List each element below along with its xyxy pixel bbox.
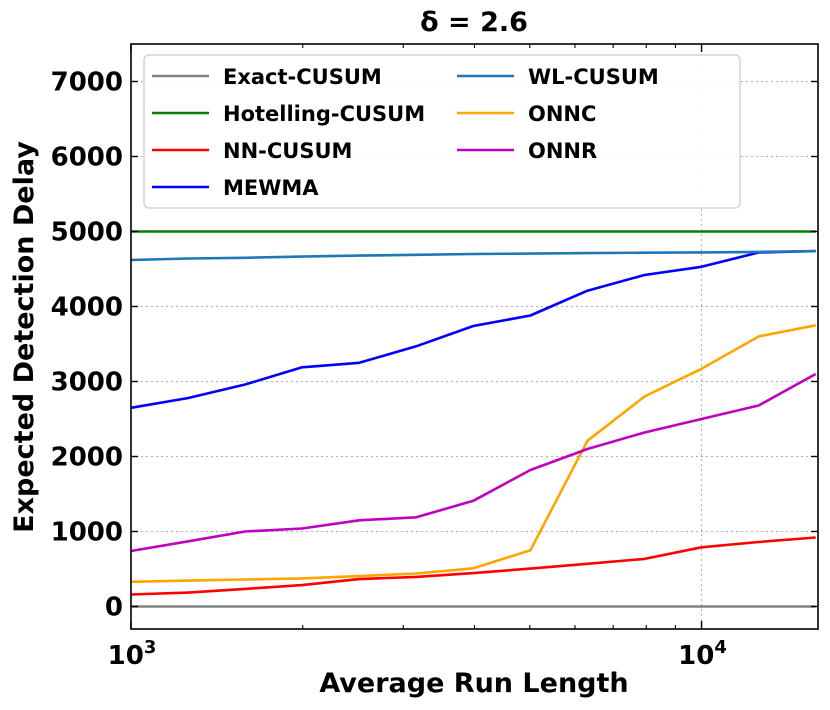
x-tick-label: 104 xyxy=(678,637,727,671)
x-tick-label: 103 xyxy=(108,637,157,671)
legend-label-onnr: ONNR xyxy=(528,139,597,163)
axis-ticks: 0 1000 2000 3000 4000 5000 6000 7000 103 104 xyxy=(51,44,818,671)
y-tick-label: 5000 xyxy=(51,218,123,248)
y-axis-label: Expected Detection Delay xyxy=(9,141,40,533)
y-tick-label: 0 xyxy=(105,593,123,623)
y-tick-label: 4000 xyxy=(51,293,123,323)
series-line-mewma xyxy=(130,249,816,410)
legend-label-onnc: ONNC xyxy=(528,102,596,126)
x-axis-label: Average Run Length xyxy=(319,668,628,699)
legend-label-exact-cusum: Exact-CUSUM xyxy=(223,65,382,89)
chart-title: δ = 2.6 xyxy=(420,7,528,38)
series-line-wl-cusum xyxy=(130,249,816,262)
series-line-onnc xyxy=(130,324,816,584)
series-lines xyxy=(130,230,817,608)
legend-box xyxy=(143,54,741,209)
y-tick-label: 6000 xyxy=(51,143,123,173)
legend-label-hotelling-cusum: Hotelling-CUSUM xyxy=(223,102,425,126)
y-tick-label: 2000 xyxy=(51,443,123,473)
y-tick-label: 7000 xyxy=(51,68,123,98)
legend-label-wl-cusum: WL-CUSUM xyxy=(528,65,659,89)
series-line-nn-cusum xyxy=(130,536,816,596)
legend-label-mewma: MEWMA xyxy=(223,176,319,200)
y-tick-label: 1000 xyxy=(51,518,123,548)
legend: Exact-CUSUM Hotelling-CUSUM NN-CUSUM MEWMA W… xyxy=(143,54,741,209)
series-line-onnr xyxy=(130,372,817,553)
legend-label-nn-cusum: NN-CUSUM xyxy=(223,139,352,163)
y-tick-label: 3000 xyxy=(51,368,123,398)
